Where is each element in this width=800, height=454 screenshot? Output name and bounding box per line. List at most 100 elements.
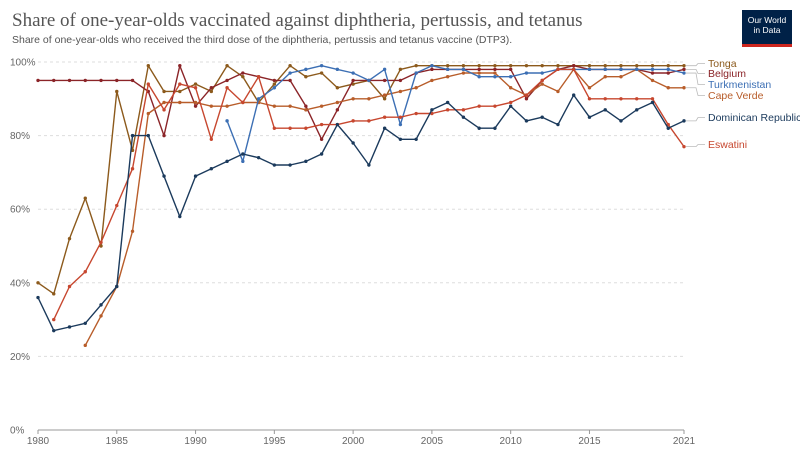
data-point-eswatini: [162, 108, 166, 112]
data-point-cape-verde: [225, 104, 229, 108]
data-point-tonga: [178, 89, 182, 94]
data-point-eswatini: [304, 126, 308, 130]
data-point-belgium: [430, 67, 434, 72]
series-line-belgium: [38, 64, 685, 141]
data-point-eswatini: [115, 203, 119, 208]
data-point-eswatini: [99, 240, 103, 245]
x-tick-label: 1980: [27, 436, 50, 447]
data-point-tonga: [540, 63, 544, 68]
data-point-tonga: [115, 89, 119, 94]
data-point-tonga: [67, 236, 72, 241]
legend-connector-cape-verde: [686, 87, 705, 96]
data-point-tonga: [587, 63, 592, 68]
data-point-tonga: [146, 63, 150, 68]
owid-logo[interactable]: Our World in Data: [742, 10, 792, 47]
data-point-tonga: [666, 63, 670, 68]
data-point-belgium: [115, 78, 119, 83]
data-point-dominican-republic: [635, 108, 639, 112]
x-tick-label: 1990: [184, 436, 207, 447]
data-point-dominican-republic: [193, 174, 198, 178]
data-point-cape-verde: [445, 75, 450, 79]
data-point-dominican-republic: [508, 104, 513, 108]
legend-connector-belgium: [686, 68, 705, 74]
logo-line-1: Our World: [747, 15, 787, 25]
data-point-cape-verde: [556, 89, 560, 94]
y-tick-label: 100%: [10, 58, 36, 69]
chart-title: Share of one-year-olds vaccinated agains…: [12, 10, 583, 31]
data-point-eswatini: [398, 115, 403, 119]
data-point-eswatini: [209, 137, 214, 141]
data-point-belgium: [524, 97, 529, 101]
data-point-cape-verde: [540, 82, 544, 86]
data-point-belgium: [52, 78, 56, 83]
data-point-dominican-republic: [414, 137, 418, 141]
data-point-turkmenistan: [493, 75, 497, 79]
data-point-dominican-republic: [319, 152, 324, 156]
data-point-eswatini: [83, 270, 87, 274]
data-point-tonga: [477, 63, 481, 68]
data-point-eswatini: [382, 115, 387, 119]
logo-accent-bar: [742, 44, 792, 47]
data-point-cape-verde: [162, 100, 166, 105]
data-point-belgium: [335, 108, 340, 112]
data-point-belgium: [572, 63, 576, 68]
data-point-turkmenistan: [288, 71, 292, 75]
series-line-turkmenistan: [226, 64, 685, 163]
data-point-turkmenistan: [272, 86, 277, 90]
data-point-tonga: [493, 63, 497, 68]
data-point-belgium: [382, 78, 387, 83]
data-point-eswatini: [288, 126, 292, 130]
data-point-belgium: [304, 104, 308, 108]
data-point-tonga: [52, 292, 56, 296]
data-point-turkmenistan: [430, 63, 434, 68]
data-point-belgium: [178, 63, 182, 68]
data-point-eswatini: [603, 97, 607, 101]
data-point-turkmenistan: [398, 122, 403, 127]
data-point-belgium: [36, 78, 40, 83]
data-point-cape-verde: [587, 86, 592, 90]
data-point-turkmenistan: [461, 67, 466, 72]
data-point-belgium: [508, 67, 513, 72]
data-point-dominican-republic: [682, 119, 686, 123]
legend-connector-turkmenistan: [686, 72, 705, 85]
data-point-cape-verde: [382, 93, 387, 97]
data-point-cape-verde: [508, 86, 513, 90]
data-point-dominican-republic: [619, 119, 623, 123]
series-line-tonga: [37, 64, 684, 295]
data-point-tonga: [619, 63, 623, 68]
data-point-eswatini: [146, 82, 150, 86]
data-point-dominican-republic: [335, 122, 340, 127]
data-point-tonga: [414, 63, 418, 68]
data-point-dominican-republic: [587, 115, 592, 119]
data-point-eswatini: [666, 122, 670, 127]
data-point-cape-verde: [477, 71, 481, 75]
data-point-turkmenistan: [319, 63, 324, 68]
data-point-eswatini: [540, 78, 544, 83]
data-point-tonga: [524, 63, 529, 68]
data-point-eswatini: [67, 284, 72, 289]
data-point-cape-verde: [493, 71, 497, 75]
data-point-dominican-republic: [304, 159, 308, 164]
data-point-dominican-republic: [67, 325, 72, 329]
data-point-eswatini: [461, 108, 466, 112]
data-point-belgium: [493, 67, 497, 72]
data-point-cape-verde: [430, 78, 434, 83]
data-point-turkmenistan: [241, 159, 245, 164]
x-tick-label: 2021: [673, 436, 696, 447]
legend-label-cape-verde: Cape Verde: [708, 90, 764, 102]
y-tick-label: 0%: [10, 426, 25, 437]
data-point-eswatini: [508, 100, 513, 105]
data-point-eswatini: [241, 100, 245, 105]
data-point-cape-verde: [666, 86, 670, 90]
data-point-cape-verde: [83, 343, 87, 348]
data-point-dominican-republic: [36, 295, 40, 300]
legend-label-eswatini: Eswatini: [708, 139, 747, 151]
data-point-tonga: [209, 89, 214, 94]
data-point-dominican-republic: [382, 126, 387, 130]
data-point-turkmenistan: [650, 67, 655, 72]
legend-label-dominican-republic: Dominican Republic: [708, 112, 800, 124]
data-point-dominican-republic: [52, 328, 56, 333]
data-point-turkmenistan: [587, 67, 592, 72]
data-point-eswatini: [619, 97, 623, 101]
